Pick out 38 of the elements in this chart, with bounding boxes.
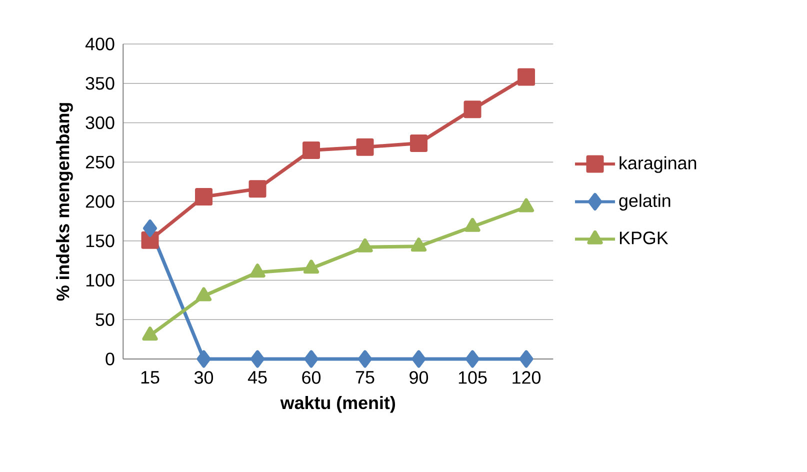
x-tick-label: 60 <box>302 371 321 384</box>
legend-label: KPGK <box>620 232 668 244</box>
y-tick-label: 150 <box>86 234 114 248</box>
point <box>356 138 374 156</box>
x-tick-label: 30 <box>194 371 214 384</box>
point <box>519 350 534 368</box>
point <box>304 350 318 368</box>
x-tick-label: 45 <box>248 371 267 384</box>
y-tick-label: 100 <box>86 274 114 287</box>
point <box>302 142 320 160</box>
y-tick-label: 0 <box>106 352 114 366</box>
point <box>196 350 211 368</box>
point <box>464 100 482 118</box>
point <box>412 350 426 368</box>
point <box>466 350 480 368</box>
y-tick-label: 250 <box>86 156 114 168</box>
point <box>250 350 265 368</box>
y-tick-label: 350 <box>86 77 114 90</box>
point <box>518 68 536 86</box>
point <box>358 350 372 368</box>
y-tick-label: 400 <box>85 38 114 50</box>
point <box>195 188 213 206</box>
point <box>410 134 428 152</box>
x-tick-label: 120 <box>512 371 541 384</box>
x-tick-label: 90 <box>410 371 428 384</box>
x-tick-label: 75 <box>356 371 374 384</box>
x-tick-label: 105 <box>458 371 487 384</box>
x-tick-label: 15 <box>141 371 160 384</box>
y-tick-label: 200 <box>86 195 114 208</box>
y-tick-label: 50 <box>96 313 114 326</box>
legend-label: karaginan <box>620 156 696 173</box>
point <box>141 231 159 249</box>
y-tick-label: 300 <box>86 116 114 130</box>
x-axis-title: waktu (menit) <box>280 396 396 413</box>
y-axis-title: % indeks mengembang <box>56 103 73 301</box>
legend-label: gelatin <box>619 194 670 211</box>
point <box>248 180 266 198</box>
point <box>143 220 158 238</box>
